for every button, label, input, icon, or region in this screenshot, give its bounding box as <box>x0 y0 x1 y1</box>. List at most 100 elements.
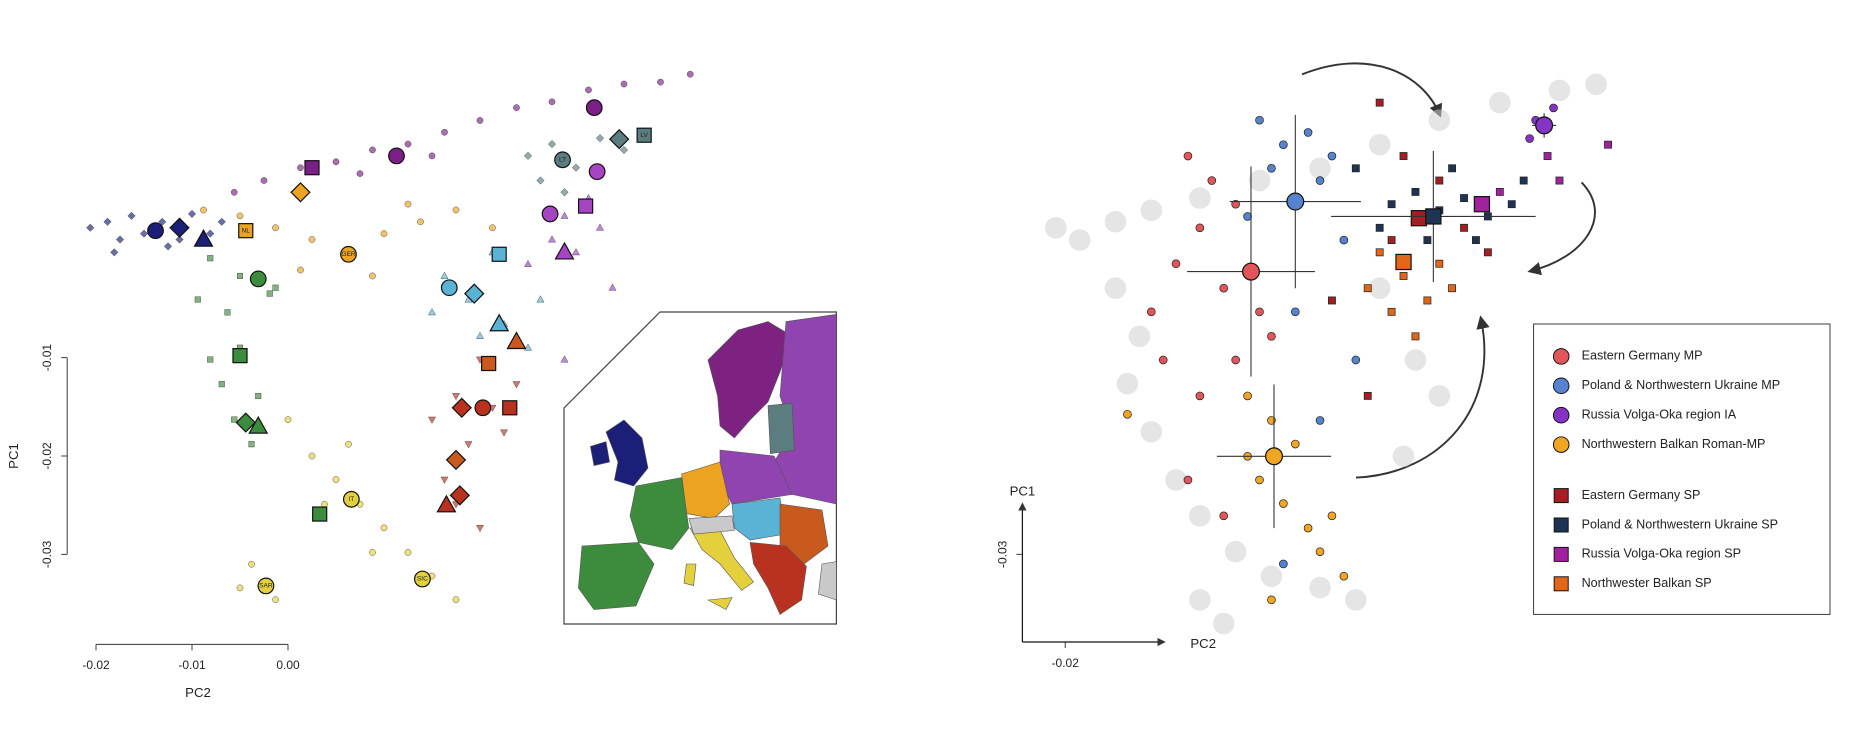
legend-box <box>1533 323 1831 615</box>
map-inset <box>563 311 837 625</box>
point <box>512 381 521 389</box>
point <box>1460 194 1468 202</box>
point <box>207 255 214 262</box>
point <box>356 170 364 177</box>
centroid <box>169 217 190 238</box>
point <box>1207 176 1217 185</box>
background-point <box>1224 540 1247 563</box>
point <box>404 549 412 556</box>
point <box>524 151 532 160</box>
point <box>1315 416 1325 425</box>
point <box>1267 163 1276 173</box>
point <box>1543 152 1552 160</box>
point <box>1483 248 1492 257</box>
point <box>164 242 172 251</box>
point <box>272 284 279 291</box>
point <box>428 152 436 160</box>
point <box>1267 416 1276 425</box>
point <box>1267 332 1276 341</box>
point <box>620 145 628 154</box>
legend-label: Northwester Balkan SP <box>1582 576 1712 590</box>
point <box>140 229 148 238</box>
point <box>218 381 225 388</box>
point <box>248 441 255 448</box>
point <box>1448 284 1457 293</box>
background-point <box>1189 187 1211 209</box>
point <box>230 188 238 196</box>
point <box>428 308 436 316</box>
point <box>428 416 436 424</box>
background-point <box>1345 589 1367 611</box>
point <box>500 429 508 437</box>
centroid-label: LV <box>640 132 648 139</box>
point <box>620 80 628 88</box>
point <box>266 290 273 297</box>
point <box>596 223 604 231</box>
point <box>464 441 473 449</box>
point <box>1290 307 1300 317</box>
point <box>1411 332 1420 341</box>
y-tick-label: -0.03 <box>40 540 54 568</box>
point <box>572 248 580 256</box>
point <box>297 164 304 171</box>
centroid <box>193 228 214 247</box>
point <box>1279 140 1288 149</box>
background-point <box>1104 210 1127 233</box>
centroid <box>342 490 360 508</box>
point <box>224 309 231 316</box>
point <box>1339 235 1349 245</box>
background-point <box>1489 91 1511 114</box>
point <box>1435 176 1444 185</box>
point <box>308 452 316 460</box>
x-axis-label: PC2 <box>185 685 211 700</box>
point <box>1243 391 1252 401</box>
point <box>596 134 604 143</box>
point <box>1472 236 1480 244</box>
legend-label: Poland & Northwestern Ukraine MP <box>1582 378 1781 392</box>
point <box>1375 248 1384 257</box>
x-tick-label: -0.02 <box>1052 656 1080 670</box>
point <box>1279 499 1288 508</box>
point <box>686 70 694 78</box>
point <box>175 235 184 244</box>
legend-marker <box>1553 488 1569 504</box>
group-mean <box>1286 192 1305 211</box>
y-axis-label: PC1 <box>6 443 21 469</box>
y-axis-label: PC1 <box>1010 483 1036 498</box>
centroid <box>340 245 357 263</box>
point <box>1171 259 1181 269</box>
background-point <box>1140 420 1163 443</box>
point <box>1363 391 1372 400</box>
centroid <box>636 127 652 143</box>
centroid <box>147 222 164 240</box>
point <box>404 200 412 208</box>
x-tick-label: 0.00 <box>276 658 300 672</box>
point <box>231 416 238 423</box>
point <box>560 211 569 219</box>
arrows <box>1301 62 1596 479</box>
point <box>380 524 388 532</box>
point <box>560 355 569 363</box>
background-point <box>1260 565 1283 588</box>
point <box>1315 176 1325 185</box>
point <box>1411 188 1420 196</box>
arrow <box>1301 62 1443 118</box>
point <box>217 217 226 226</box>
point <box>1327 151 1337 161</box>
point <box>237 272 243 279</box>
point <box>1146 307 1156 317</box>
point <box>417 218 424 226</box>
point <box>1328 296 1336 305</box>
centroid <box>257 577 275 595</box>
point <box>260 177 268 184</box>
point <box>1267 595 1276 605</box>
point <box>1231 355 1240 365</box>
background-point <box>1128 325 1151 348</box>
background-point <box>1189 589 1211 611</box>
map-baltic <box>767 402 795 454</box>
point <box>452 393 460 401</box>
background-point <box>1585 73 1607 96</box>
background-point <box>1428 109 1451 131</box>
point <box>1399 152 1408 160</box>
